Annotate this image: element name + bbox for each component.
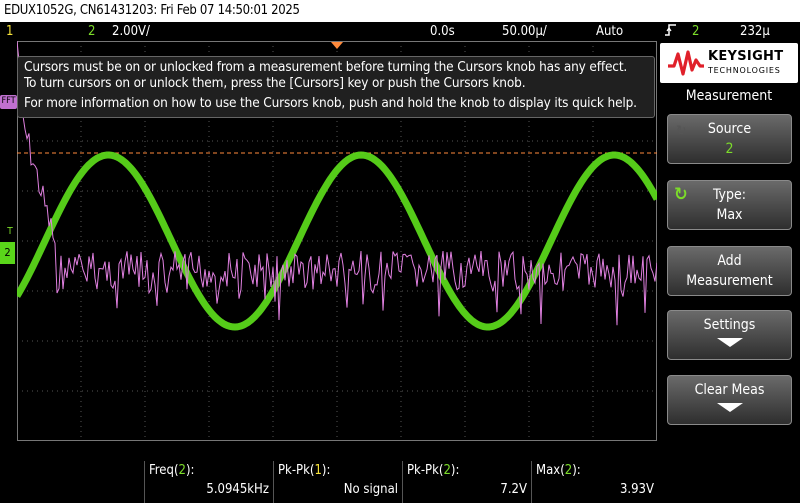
knob-icon: ↻ xyxy=(674,184,688,205)
channel-2-indicator[interactable]: 2 xyxy=(88,24,96,39)
fft-marker: FFT xyxy=(0,95,17,109)
meas-value: 3.93V xyxy=(619,482,654,497)
meas-channel: 2 xyxy=(443,463,451,478)
settings-label: Settings xyxy=(703,317,756,333)
type-label: Type: xyxy=(713,187,746,203)
add-measurement-softkey[interactable]: Add Measurement xyxy=(667,246,792,296)
measurement-pkpk-2[interactable]: Pk-Pk(2): 7.2V xyxy=(402,461,531,503)
meas-label: Freq(2): xyxy=(149,463,195,478)
source-value: 2 xyxy=(725,141,734,157)
submenu-arrow-icon xyxy=(716,403,743,412)
math-fft-waveform xyxy=(16,40,658,326)
type-softkey[interactable]: ↻ Type: Max xyxy=(667,180,792,230)
measurement-freq-2[interactable]: Freq(2): 5.0945kHz xyxy=(144,461,273,503)
meas-value: No signal xyxy=(343,482,398,497)
clear-meas-label: Clear Meas xyxy=(694,382,765,398)
channel-2-waveform xyxy=(14,151,661,331)
logo-brand: KEYSIGHT xyxy=(708,49,784,64)
meas-label: Pk-Pk(1): xyxy=(278,463,331,478)
status-bar: 1 2 2.00V/ 0.0s 50.00µ/ Auto 2 232µ xyxy=(0,22,800,41)
settings-softkey[interactable]: Settings xyxy=(667,310,792,360)
meas-channel: 2 xyxy=(178,463,186,478)
channel-1-indicator[interactable]: 1 xyxy=(6,24,14,39)
logo-subtitle: TECHNOLOGIES xyxy=(708,66,781,75)
trigger-slope-icon xyxy=(664,22,678,41)
measurement-label: Measurement xyxy=(686,273,773,289)
message-line-1: Cursors must be on or unlocked from a me… xyxy=(24,59,628,75)
source-softkey[interactable]: ↻ Source 2 xyxy=(667,114,792,164)
channel-2-ground-marker: 2 xyxy=(0,242,15,264)
add-label: Add xyxy=(717,253,742,269)
time-scale[interactable]: 50.00µ/ xyxy=(502,24,547,39)
meas-name: Pk-Pk xyxy=(407,463,439,478)
keysight-logo: KEYSIGHT TECHNOLOGIES xyxy=(660,43,798,83)
waveform-canvas xyxy=(14,40,661,441)
meas-channel: 2 xyxy=(564,463,573,478)
source-label: Source xyxy=(707,121,752,137)
graticule-border xyxy=(17,41,657,441)
time-delay[interactable]: 0.0s xyxy=(430,24,455,39)
measurement-max-2[interactable]: Max(2): 3.93V xyxy=(531,461,658,503)
type-value: Max xyxy=(716,207,743,223)
meas-value: 5.0945kHz xyxy=(206,482,269,497)
measurement-pkpk-1[interactable]: Pk-Pk(1): No signal xyxy=(273,461,402,503)
trigger-source[interactable]: 2 xyxy=(692,24,700,39)
meas-label: Max(2): xyxy=(536,463,581,478)
meas-name: Pk-Pk xyxy=(278,463,310,478)
measurement-bar: Freq(2): 5.0945kHz Pk-Pk(1): No signal P… xyxy=(0,461,658,503)
submenu-arrow-icon xyxy=(716,338,743,347)
meas-label: Pk-Pk(2): xyxy=(407,463,460,478)
message-line-3: For more information on how to use the C… xyxy=(24,95,637,111)
keysight-wave-icon xyxy=(668,50,704,76)
cursor-info-message: Cursors must be on or unlocked from a me… xyxy=(17,56,655,118)
trigger-level-marker: T xyxy=(7,226,13,237)
clear-meas-softkey[interactable]: Clear Meas xyxy=(667,375,792,425)
channel-marker-strip xyxy=(0,41,17,441)
trigger-position-marker xyxy=(331,42,343,49)
knob-icon-disabled: ↻ xyxy=(676,123,687,139)
meas-name: Max xyxy=(536,463,561,478)
trigger-level[interactable]: 232µ xyxy=(740,24,770,39)
meas-channel: 1 xyxy=(314,463,322,478)
channel-2-scale[interactable]: 2.00V/ xyxy=(112,24,150,39)
title-bar: EDUX1052G, CN61431203: Fri Feb 07 14:50:… xyxy=(0,0,800,22)
message-line-2: To turn cursors on or unlock them, press… xyxy=(24,75,526,91)
menu-title: Measurement xyxy=(685,88,773,104)
trigger-mode[interactable]: Auto xyxy=(596,24,624,39)
instrument-title: EDUX1052G, CN61431203: Fri Feb 07 14:50:… xyxy=(4,3,300,18)
meas-name: Freq xyxy=(149,463,174,478)
meas-value: 7.2V xyxy=(500,482,527,497)
